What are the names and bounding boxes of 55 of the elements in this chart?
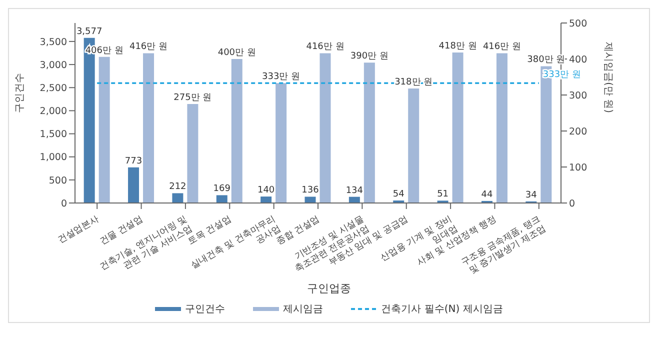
bar: [143, 53, 154, 203]
data-label: 169: [213, 184, 231, 194]
data-label: 275만 원: [174, 93, 212, 103]
bar: [496, 53, 508, 203]
bar: [128, 167, 140, 203]
data-label: 333만 원: [262, 72, 300, 82]
data-label: 212: [169, 182, 186, 192]
data-label: 390만 원: [350, 52, 388, 62]
bar: [304, 196, 316, 203]
y2-axis-title: 제시임금(만 원): [602, 42, 614, 114]
data-label: 416만 원: [129, 42, 168, 52]
data-label: 140: [257, 186, 275, 196]
legend-label: 제시임금: [282, 303, 324, 316]
y2-tick-label: 0: [569, 198, 576, 210]
y-tick-label: 3,500: [40, 36, 67, 48]
y-tick-label: 2,500: [40, 82, 67, 94]
y2-tick-label: 200: [569, 126, 588, 138]
y2-tick-label: 100: [569, 162, 588, 174]
x-axis-title: 구인업종: [306, 281, 352, 296]
data-label: 54: [392, 190, 405, 200]
legend-label: 건축기사 필수(N) 제시임금: [380, 303, 503, 316]
data-label: 34: [525, 190, 538, 200]
y-tick-label: 3,000: [40, 60, 67, 71]
bar: [98, 56, 110, 203]
bar: [320, 53, 331, 203]
bar: [452, 52, 464, 203]
data-label: 400만 원: [218, 48, 256, 58]
y-tick-label: 1,500: [40, 129, 67, 140]
data-label: 773: [124, 156, 142, 166]
bar: [260, 196, 272, 203]
bar: [364, 62, 375, 203]
y2-tick-label: 400: [569, 54, 588, 66]
data-label: 134: [346, 186, 364, 196]
y-tick-label: 2,000: [40, 106, 67, 118]
data-label: 44: [481, 190, 493, 200]
bar: [408, 88, 420, 203]
y-tick-label: 1,000: [40, 152, 67, 164]
bar: [187, 104, 198, 203]
legend-label: 구인건수: [184, 303, 226, 316]
y2-tick-label: 500: [569, 18, 588, 30]
data-label: 418만 원: [438, 42, 477, 52]
bar: [231, 59, 242, 203]
bar: [216, 195, 228, 203]
data-label: 318만 원: [394, 78, 433, 88]
bar: [276, 83, 287, 203]
data-label: 3,577: [76, 26, 102, 37]
bar: [172, 193, 184, 203]
data-label: 51: [437, 190, 449, 200]
data-label: 416만 원: [306, 42, 344, 52]
y-tick-label: 500: [48, 175, 67, 186]
y-tick-label: 0: [60, 198, 67, 210]
y2-tick-label: 300: [569, 90, 588, 102]
y-axis-title: 구인건수: [14, 73, 26, 113]
data-label: 136: [302, 186, 320, 196]
data-label: 416만 원: [482, 42, 521, 52]
